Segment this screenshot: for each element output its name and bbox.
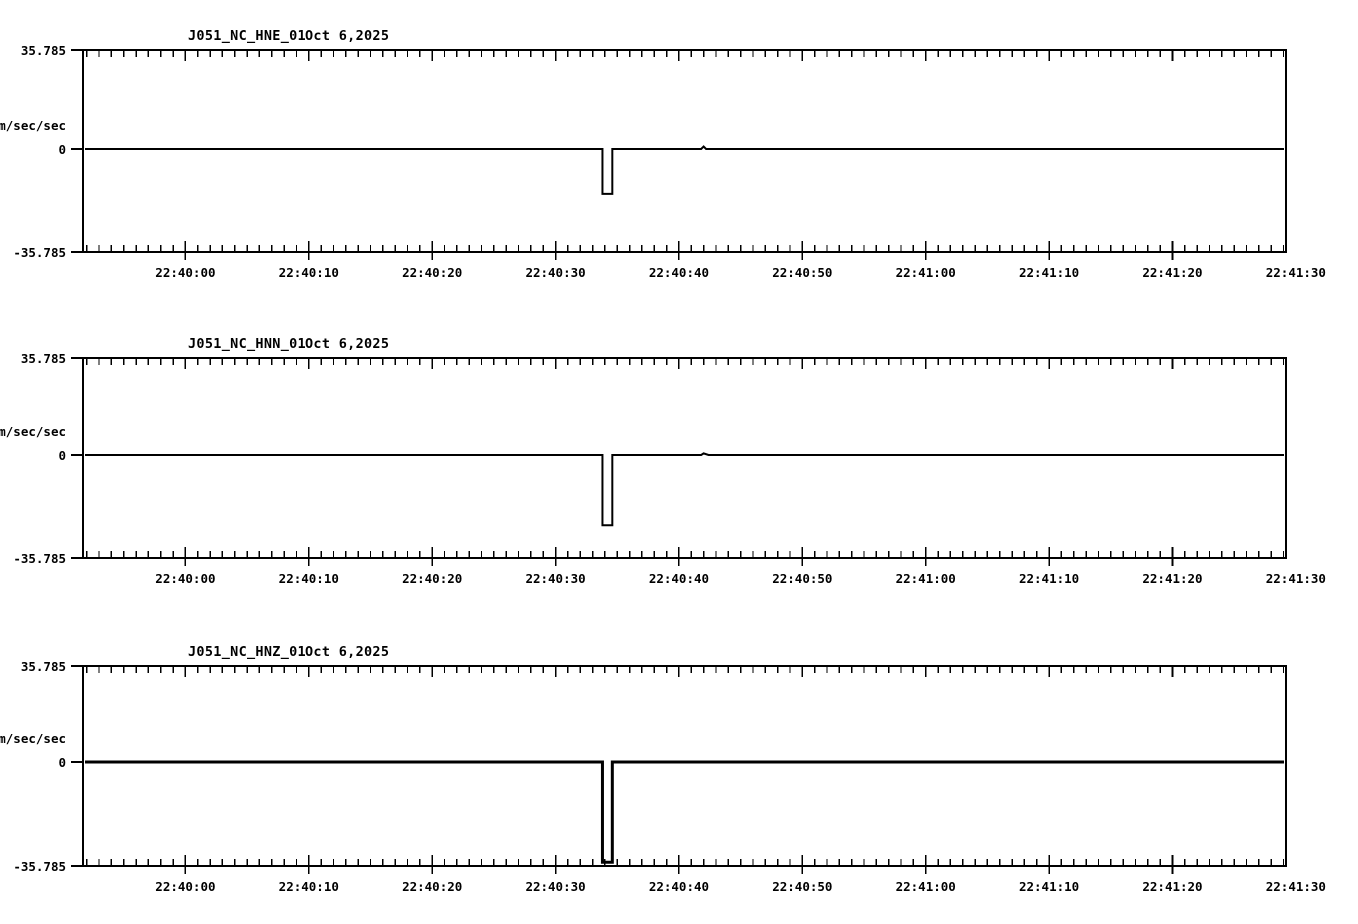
x-tick-label: 22:41:30 [1266,265,1326,280]
x-tick-label: 22:40:30 [525,879,585,894]
y-axis-label: cm/sec/sec [0,424,66,439]
panel-title-date: Oct 6,2025 [305,336,389,352]
x-tick-label: 22:40:50 [772,265,832,280]
panel-title-channel: J051_NC_HNZ_01 [188,644,306,660]
x-tick-label: 22:41:20 [1142,265,1202,280]
y-tick-label: 35.785 [21,351,66,366]
panel-title-date: Oct 6,2025 [305,644,389,660]
x-tick-label: 22:40:40 [649,879,709,894]
x-tick-label: 22:41:10 [1019,571,1079,586]
x-tick-label: 22:40:20 [402,879,462,894]
y-axis-label: cm/sec/sec [0,731,66,746]
y-tick-label: 0 [58,142,66,157]
waveform-trace [85,760,1284,864]
x-tick-label: 22:40:10 [279,879,339,894]
x-tick-label: 22:40:30 [525,571,585,586]
y-axis-label: cm/sec/sec [0,118,66,133]
y-tick-label: 35.785 [21,659,66,674]
y-tick-label: 35.785 [21,43,66,58]
x-tick-label: 22:41:00 [896,879,956,894]
x-tick-label: 22:41:00 [896,571,956,586]
panel-title-channel: J051_NC_HNN_01 [188,336,306,352]
x-tick-label: 22:40:00 [155,571,215,586]
x-tick-label: 22:41:20 [1142,879,1202,894]
y-tick-label: -35.785 [13,245,66,260]
x-tick-label: 22:41:30 [1266,571,1326,586]
x-tick-label: 22:40:00 [155,879,215,894]
x-tick-label: 22:41:30 [1266,879,1326,894]
plot-frame [82,357,1287,559]
x-tick-label: 22:41:20 [1142,571,1202,586]
y-axis-ticks [71,49,83,253]
plot-frame [82,49,1287,253]
y-axis-ticks [71,357,83,559]
y-axis-ticks [71,665,83,867]
waveform-trace [85,145,1284,195]
x-axis-ticks [86,358,1285,566]
x-tick-label: 22:41:00 [896,265,956,280]
y-tick-label: 0 [58,755,66,770]
x-tick-label: 22:40:10 [279,265,339,280]
x-tick-label: 22:40:10 [279,571,339,586]
x-tick-label: 22:41:10 [1019,879,1079,894]
x-tick-label: 22:40:50 [772,879,832,894]
x-tick-label: 22:40:50 [772,571,832,586]
x-tick-label: 22:40:20 [402,571,462,586]
x-tick-label: 22:40:20 [402,265,462,280]
y-tick-label: -35.785 [13,551,66,566]
x-tick-label: 22:40:40 [649,265,709,280]
x-axis-ticks [86,50,1285,260]
x-tick-label: 22:40:40 [649,571,709,586]
x-tick-label: 22:40:00 [155,265,215,280]
waveform-trace [85,452,1284,527]
x-axis-ticks [86,666,1285,874]
x-tick-label: 22:40:30 [525,265,585,280]
panel-title-date: Oct 6,2025 [305,28,389,44]
x-tick-label: 22:41:10 [1019,265,1079,280]
plot-frame [82,665,1287,867]
panel-title-channel: J051_NC_HNE_01 [188,28,306,44]
y-tick-label: 0 [58,448,66,463]
y-tick-label: -35.785 [13,859,66,874]
